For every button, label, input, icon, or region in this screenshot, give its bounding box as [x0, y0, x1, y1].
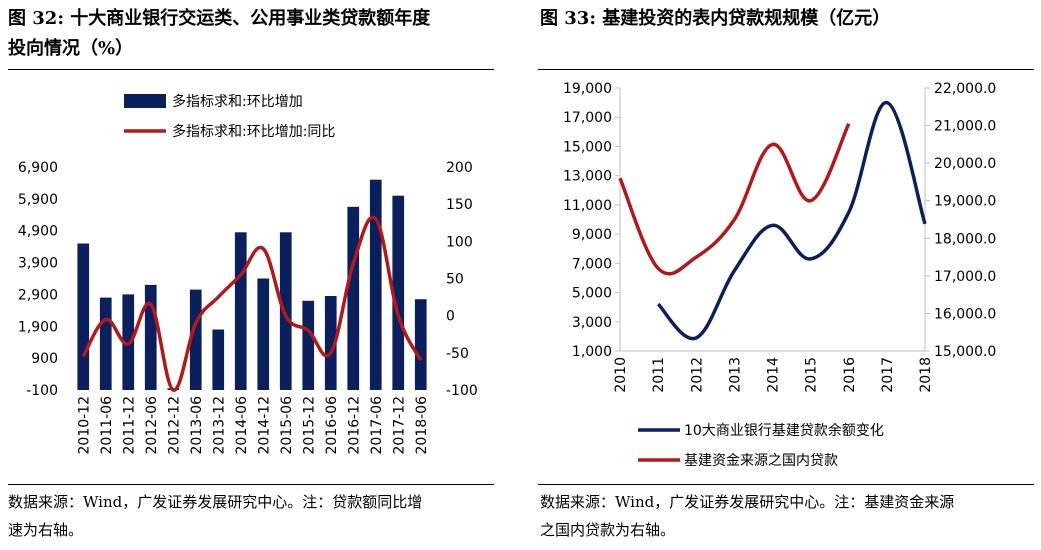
x-tick-label: 2011: [651, 357, 667, 393]
bar: [302, 300, 315, 390]
x-tick-label: 2011-06: [99, 396, 115, 455]
right-y-tick-label: 22,000.0: [934, 81, 996, 97]
x-tick-label: 2015-06: [279, 396, 295, 455]
x-tick-label: 2012-06: [144, 396, 160, 455]
left-footer-line1: 数据来源：Wind，广发证券发展研究中心。注：贷款额同比增: [8, 493, 423, 511]
bar: [189, 289, 202, 390]
x-tick-label: 2017-12: [391, 396, 407, 455]
left-y-tick-label: 4,900: [18, 224, 58, 240]
x-tick-label: 2014-06: [234, 396, 250, 455]
x-tick-label: 2018-06: [414, 396, 430, 455]
right-y-tick-label: 50: [446, 272, 464, 288]
right-panel: 图 33: 基建投资的表内贷款规规模（亿元） 1,000 3,000 5,000 7,…: [530, 0, 1041, 550]
left-y-tick-label: 3,900: [18, 256, 58, 272]
right-y-tick-label: -50: [446, 346, 469, 362]
series-line: [618, 122, 851, 276]
right-footer-line1: 数据来源：Wind，广发证券发展研究中心。注：基建资金来源: [540, 493, 955, 511]
x-tick-label: 2010-12: [76, 396, 92, 455]
x-tick-label: 2014: [766, 357, 782, 393]
right-y-tick-label: 200: [446, 160, 473, 176]
left-y-tick-label: 11,000: [563, 198, 612, 214]
x-tick-label: 2011-12: [121, 396, 137, 455]
left-y-tick-label: 5,000: [572, 286, 612, 302]
x-tick-label: 2010: [613, 357, 629, 393]
left-y-tick-label: 13,000: [563, 169, 612, 185]
bar: [212, 329, 225, 390]
x-tick-label: 2015-12: [301, 396, 317, 455]
right-y-tick-label: 20,000.0: [934, 156, 996, 172]
left-y-tick-label: 19,000: [563, 81, 612, 97]
x-tick-label: 2017: [880, 357, 896, 393]
x-tick-label: 2013-12: [211, 396, 227, 455]
x-tick-label: 2016-12: [346, 396, 362, 455]
right-y-tick-label: 100: [446, 234, 473, 250]
left-panel: 图 32: 十大商业银行交运类、公用事业类贷款额年度 投向情况（%） 多指标求和…: [0, 0, 500, 550]
bar: [279, 232, 292, 390]
right-y-tick-label: 15,000.0: [934, 344, 996, 360]
series-line: [656, 100, 927, 341]
left-y-tick-label: 900: [31, 351, 58, 367]
left-y-tick-label: 7,000: [572, 256, 612, 272]
right-y-tick-label: -100: [446, 383, 478, 399]
x-tick-label: 2012-12: [166, 396, 182, 455]
bar: [392, 195, 405, 390]
left-y-tick-label: 6,900: [18, 160, 58, 176]
x-tick-label: 2012: [689, 357, 705, 393]
left-y-tick-label: 3,000: [572, 315, 612, 331]
left-title-divider: [8, 69, 494, 70]
legend-label-series-2: 基建资金来源之国内贷款: [684, 452, 838, 469]
bar: [77, 243, 90, 390]
right-title-divider: [538, 69, 1034, 70]
x-tick-label: 2017-06: [369, 396, 385, 455]
bar: [347, 206, 360, 390]
left-y-tick-label: 2,900: [18, 287, 58, 303]
left-y-tick-label: 17,000: [563, 110, 612, 126]
left-title-line1: 图 32: 十大商业银行交运类、公用事业类贷款额年度: [8, 8, 431, 29]
x-tick-label: 2018: [918, 357, 934, 393]
right-y-tick-label: 0: [446, 309, 455, 325]
x-tick-label: 2016-06: [324, 396, 340, 455]
right-y-tick-label: 19,000.0: [934, 194, 996, 210]
left-y-tick-label: 5,900: [18, 192, 58, 208]
right-y-tick-label: 21,000.0: [934, 119, 996, 135]
right-y-tick-label: 18,000.0: [934, 231, 996, 247]
right-y-tick-label: 150: [446, 197, 473, 213]
bar: [414, 299, 427, 390]
legend-line-label: 多指标求和:环比增加:同比: [172, 123, 335, 140]
x-tick-label: 2015: [804, 357, 820, 393]
legend-label-series-1: 10大商业银行基建贷款余额变化: [684, 422, 884, 439]
left-y-tick-label: 9,000: [572, 227, 612, 243]
right-footer-divider: [538, 484, 1034, 485]
right-y-tick-label: 16,000.0: [934, 306, 996, 322]
left-title-line2: 投向情况（%）: [8, 38, 134, 59]
legend-bar-swatch: [124, 94, 166, 108]
bar: [257, 278, 270, 390]
bar: [99, 297, 112, 390]
left-y-tick-label: 1,900: [18, 319, 58, 335]
bar: [234, 232, 247, 390]
bar: [324, 296, 337, 390]
left-y-tick-label: -100: [26, 383, 58, 399]
bar: [144, 284, 157, 390]
legend-bar-label: 多指标求和:环比增加: [172, 93, 303, 110]
x-tick-label: 2014-12: [256, 396, 272, 455]
series-line: [81, 215, 423, 392]
x-tick-label: 2016: [842, 357, 858, 393]
x-tick-label: 2013-06: [189, 396, 205, 455]
x-tick-label: 2013: [727, 357, 743, 393]
left-footer-divider: [8, 484, 494, 485]
right-title: 图 33: 基建投资的表内贷款规规模（亿元）: [540, 8, 891, 29]
right-y-tick-label: 17,000.0: [934, 269, 996, 285]
right-footer-line2: 之国内贷款为右轴。: [540, 521, 676, 539]
bar: [369, 179, 382, 390]
right-chart: 1,000 3,000 5,000 7,000 9,000 11,000 13,000 15,…: [563, 81, 996, 469]
left-y-tick-label: 1,000: [572, 344, 612, 360]
left-y-tick-label: 15,000: [563, 139, 612, 155]
left-footer-line2: 速为右轴。: [8, 521, 84, 539]
